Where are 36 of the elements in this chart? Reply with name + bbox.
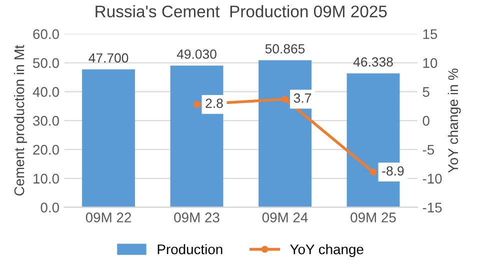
x-tick-label: 09M 23: [174, 212, 220, 222]
y2-tick-label: 5: [422, 87, 430, 97]
y2-tick-label: -15: [422, 202, 442, 212]
y-tick-label: 50.0: [33, 58, 59, 68]
y-tick-label: 10.0: [34, 174, 59, 184]
y2-tick-label: -5: [422, 144, 434, 155]
y2-tick-label: -10: [422, 174, 442, 184]
y-tick-label: 60.0: [33, 29, 59, 40]
point: [370, 168, 377, 176]
x-tick-label: 09M 25: [350, 212, 396, 222]
bar: [82, 69, 135, 208]
data-label: 2.8: [206, 98, 223, 108]
y2-tick-label: 10: [423, 58, 438, 68]
y-tick-label: 0.0: [40, 202, 59, 212]
y-tick-label: 40.0: [32, 87, 59, 97]
x-tick-label: 09M 24: [262, 212, 308, 222]
data-label: 49.030: [176, 49, 216, 59]
y-axis-title: Cement production in Mt: [14, 45, 27, 196]
y2-axis-title: YoY change in %: [448, 68, 461, 173]
chart-title: Russia's Cement Production 09M 2025: [96, 5, 387, 18]
data-label: 46.338: [353, 57, 393, 67]
data-label: 50.865: [265, 44, 305, 54]
y2-tick-label: 15: [423, 29, 438, 40]
point: [282, 96, 288, 103]
legend-label: Production: [158, 244, 222, 254]
bar: [170, 66, 224, 208]
bar: [258, 60, 312, 208]
y2-tick-label: 0: [422, 116, 430, 126]
data-label: 3.7: [294, 93, 312, 103]
y-tick-label: 30.0: [33, 116, 59, 126]
x-tick-label: 09M 22: [86, 212, 131, 222]
y-tick-label: 20.0: [33, 144, 59, 155]
data-label: -8.9: [382, 166, 404, 176]
legend-label: YoY change: [290, 244, 364, 258]
data-label: 47.700: [88, 53, 128, 63]
point: [193, 100, 200, 108]
